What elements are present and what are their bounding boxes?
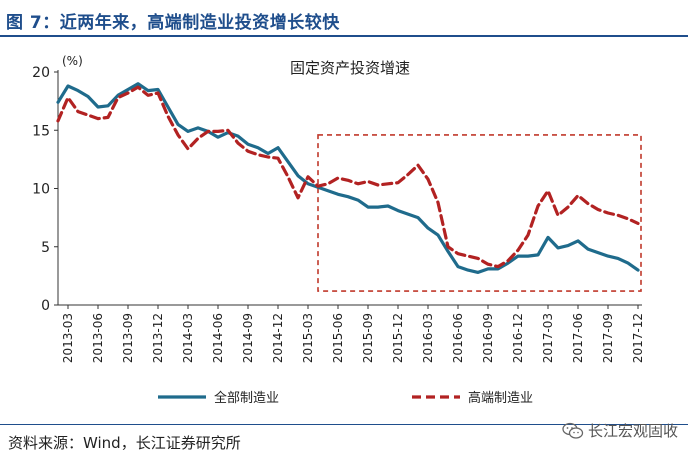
footer-divider — [0, 424, 688, 425]
x-tick-label: 2015-06 — [331, 313, 345, 363]
x-tick-label: 2016-06 — [451, 313, 465, 363]
y-tick-label: 0 — [41, 298, 50, 314]
x-tick-label: 2016-03 — [421, 313, 435, 363]
x-tick-label: 2014-03 — [181, 313, 195, 363]
x-tick-label: 2014-09 — [241, 313, 255, 363]
x-tick-label: 2013-03 — [61, 313, 75, 363]
x-tick-label: 2017-09 — [601, 313, 615, 363]
y-tick-label: 20 — [32, 65, 50, 81]
source-note: 资料来源：Wind，长江证券研究所 — [8, 434, 241, 452]
legend-label-0: 全部制造业 — [214, 390, 279, 406]
x-tick-label: 2017-12 — [631, 313, 645, 363]
series-line-high-end-manufacturing — [56, 85, 640, 269]
x-tick-label: 2016-12 — [511, 313, 525, 363]
y-unit-label: (%) — [62, 54, 83, 68]
figure-title: 图 7：近两年来，高端制造业投资增长较快 — [6, 13, 340, 33]
x-tick-label: 2017-03 — [541, 313, 555, 363]
legend: 全部制造业 高端制造业 — [158, 390, 533, 406]
x-tick-label: 2014-12 — [271, 313, 285, 363]
legend-label-1: 高端制造业 — [468, 390, 533, 406]
y-tick-label: 15 — [32, 123, 50, 139]
x-tick-label: 2014-06 — [211, 313, 225, 363]
x-tick-label: 2015-12 — [391, 313, 405, 363]
watermark-text: 长江宏观固收 — [587, 422, 678, 440]
x-tick-label: 2013-09 — [121, 313, 135, 363]
x-tick-label: 2013-12 — [151, 313, 165, 363]
x-tick-label: 2016-09 — [481, 313, 495, 363]
series-line-all-manufacturing — [56, 82, 640, 274]
series-lines — [56, 82, 640, 274]
chart-title: 固定资产投资增速 — [290, 59, 410, 77]
y-tick-label: 10 — [32, 182, 50, 198]
x-tick-label: 2015-09 — [361, 313, 375, 363]
line-chart: 固定资产投资增速 (%) 0 5 10 15 20 2013-03 2013-06 2013-… — [32, 54, 645, 406]
title-divider — [0, 35, 688, 37]
x-tick-label: 2013-06 — [91, 313, 105, 363]
highlight-box-group — [317, 134, 642, 292]
x-tick-label: 2015-03 — [301, 313, 315, 363]
watermark: 长江宏观固收 — [562, 420, 678, 441]
chart-axes: 0 5 10 15 20 2013-03 2013-06 2013-09 2013-12 2014… — [32, 65, 645, 363]
x-tick-label: 2017-06 — [571, 313, 585, 363]
y-tick-label: 5 — [41, 240, 50, 256]
highlight-box — [317, 134, 642, 292]
wechat-icon — [562, 422, 584, 439]
